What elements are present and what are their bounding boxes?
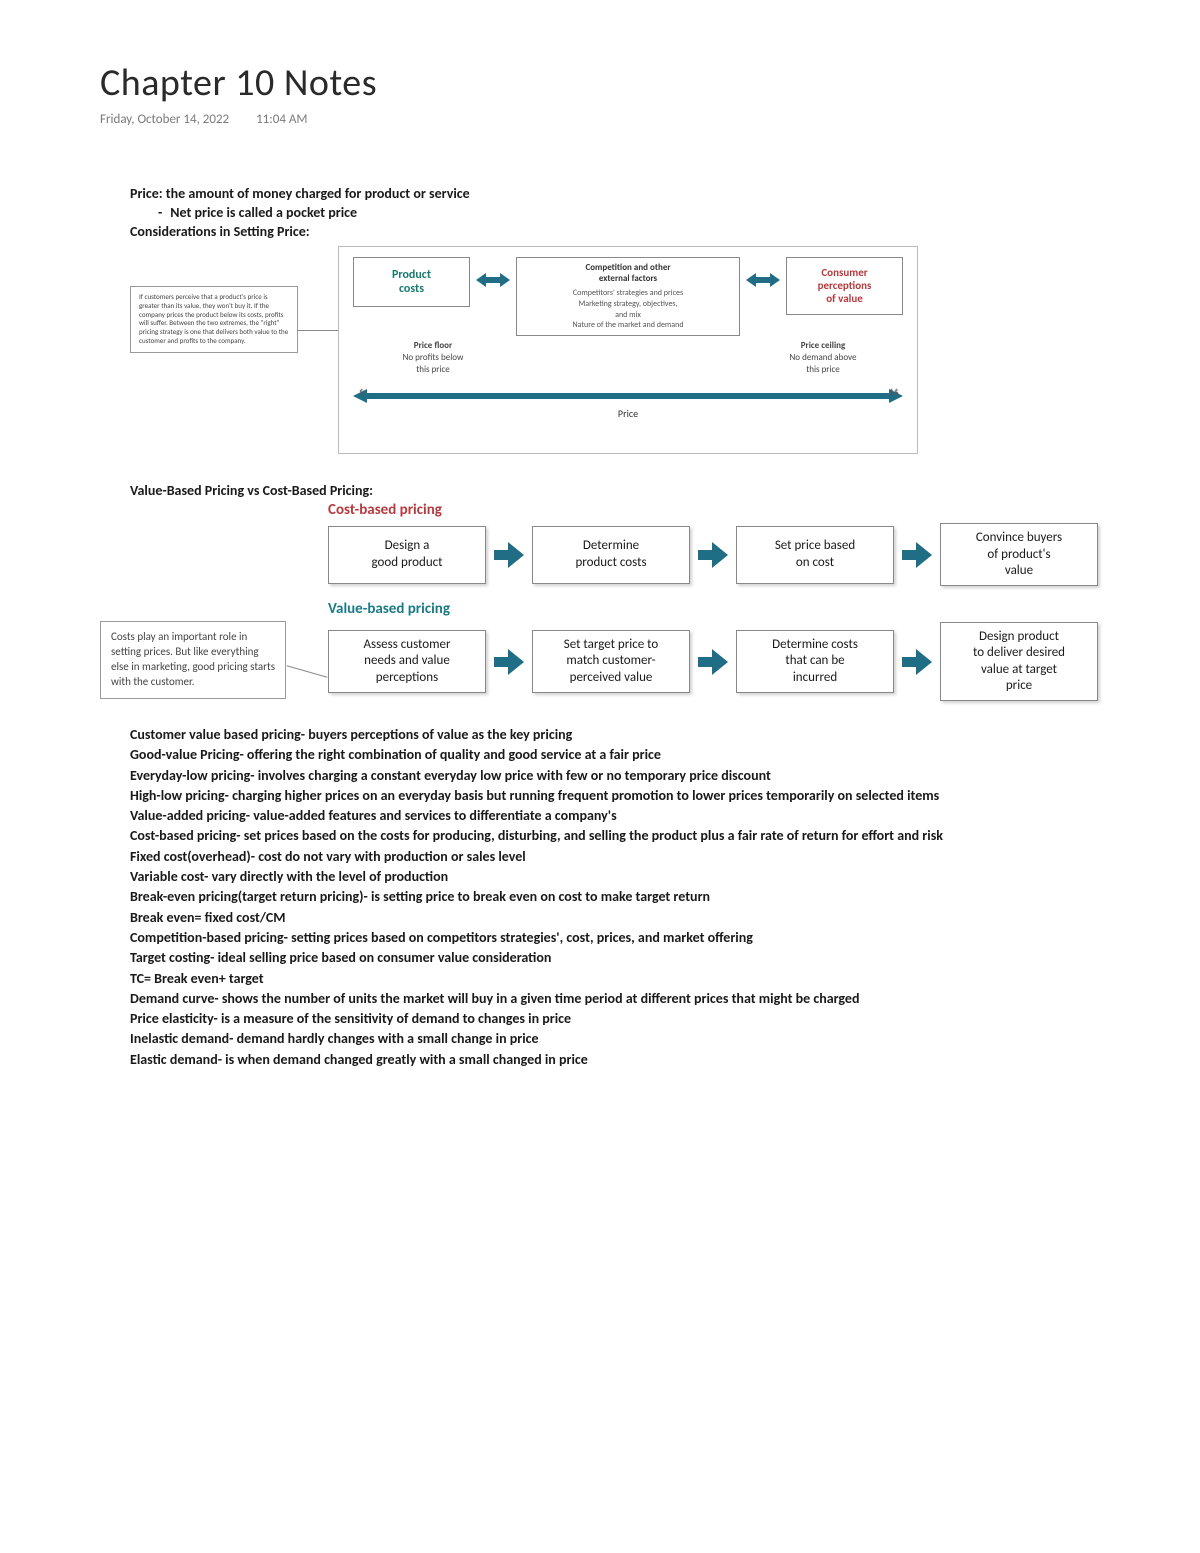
definition-line: Price elasticity- is a measure of the se… [130, 1009, 1120, 1029]
d1-floor-body: No profits belowthis price [363, 352, 503, 375]
definition-line: Elastic demand- is when demand changed g… [130, 1050, 1120, 1070]
callout-connector-2 [287, 665, 328, 678]
pricing-flows-diagram: Cost-based pricing Design agood product … [130, 501, 1120, 701]
right-arrow-icon [696, 647, 730, 677]
time-text: 11:04 AM [256, 112, 307, 127]
value-step-2: Set target price tomatch customer-percei… [532, 630, 690, 693]
callout-box-2: Costs play an important role in setting … [100, 621, 286, 698]
dollar-low: $ [359, 385, 364, 398]
definition-line: Break even= fixed cost/CM [130, 908, 1120, 928]
d1-price-ceiling: Price ceiling No demand abovethis price [753, 340, 893, 375]
definition-line: Value-added pricing- value-added feature… [130, 806, 1120, 826]
definition-line: Fixed cost(overhead)- cost do not vary w… [130, 847, 1120, 867]
definition-line: Competition-based pricing- setting price… [130, 928, 1120, 948]
dollar-high: $$ [889, 385, 899, 398]
d1-price-floor: Price floor No profits belowthis price [363, 340, 503, 375]
d1-price-axis: $ $$ Price [353, 389, 903, 419]
definition-line: Demand curve- shows the number of units … [130, 989, 1120, 1009]
definition-line: Target costing- ideal selling price base… [130, 948, 1120, 968]
cost-step-3: Set price basedon cost [736, 526, 894, 584]
section-value-vs-cost: Value-Based Pricing vs Cost-Based Pricin… [130, 482, 1120, 499]
d1-competition-box: Competition and otherexternal factors Co… [516, 257, 740, 336]
right-arrow-icon [492, 647, 526, 677]
cost-step-1: Design agood product [328, 526, 486, 584]
definition-line: High-low pricing- charging higher prices… [130, 786, 1120, 806]
callout-connector-1 [298, 330, 338, 331]
right-arrow-icon [900, 540, 934, 570]
d1-product-costs-box: Productcosts [353, 257, 470, 307]
value-based-row: Assess customerneeds and valueperception… [328, 622, 1120, 701]
considerations-diagram: Productcosts Competition and otherextern… [338, 246, 918, 454]
cost-step-4: Convince buyersof product'svalue [940, 523, 1098, 586]
d1-mid-body: Competitors' strategies and pricesMarket… [523, 288, 733, 331]
definitions-block: Customer value based pricing- buyers per… [130, 725, 1120, 1070]
definition-line: Variable cost- vary directly with the le… [130, 867, 1120, 887]
page-title: Chapter 10 Notes [100, 60, 1120, 106]
d1-consumer-box: Consumerperceptionsof value [786, 257, 903, 315]
definition-line: Cost-based pricing- set prices based on … [130, 826, 1120, 846]
cost-based-title: Cost-based pricing [328, 501, 1120, 519]
intro-net-price: -Net price is called a pocket price [130, 204, 1120, 221]
intro-price-def: Price: the amount of money charged for p… [130, 185, 1120, 202]
right-arrow-icon [696, 540, 730, 570]
right-arrow-icon [492, 540, 526, 570]
d1-ceiling-title: Price ceiling [753, 340, 893, 352]
value-step-3: Determine coststhat can beincurred [736, 630, 894, 693]
intro-net-price-text: Net price is called a pocket price [170, 204, 357, 221]
date-text: Friday, October 14, 2022 [100, 112, 229, 127]
d1-ceiling-body: No demand abovethis price [753, 352, 893, 375]
definition-line: Everyday-low pricing- involves charging … [130, 766, 1120, 786]
definition-line: Good-value Pricing- offering the right c… [130, 745, 1120, 765]
definition-line: Customer value based pricing- buyers per… [130, 725, 1120, 745]
d1-mid-title: Competition and otherexternal factors [523, 262, 733, 284]
callout-box-1: If customers perceive that a product's p… [130, 286, 298, 353]
intro-considerations: Considerations in Setting Price: [130, 223, 1120, 240]
right-arrow-icon [900, 647, 934, 677]
definition-line: Inelastic demand- demand hardly changes … [130, 1029, 1120, 1049]
value-step-4: Design productto deliver desiredvalue at… [940, 622, 1098, 701]
double-arrow-icon [746, 271, 780, 289]
d1-spacer [513, 340, 743, 375]
value-based-title: Value-based pricing [328, 600, 1120, 618]
definition-line: Break-even pricing(target return pricing… [130, 887, 1120, 907]
value-step-1: Assess customerneeds and valueperception… [328, 630, 486, 693]
page-meta: Friday, October 14, 2022 11:04 AM [100, 112, 1120, 127]
cost-step-2: Determineproduct costs [532, 526, 690, 584]
d1-price-label: Price [353, 407, 903, 420]
definition-line: TC= Break even+ target [130, 969, 1120, 989]
cost-based-row: Design agood product Determineproduct co… [328, 523, 1120, 586]
d1-floor-title: Price floor [363, 340, 503, 352]
considerations-diagram-wrap: If customers perceive that a product's p… [130, 246, 1120, 454]
double-arrow-icon [476, 271, 510, 289]
